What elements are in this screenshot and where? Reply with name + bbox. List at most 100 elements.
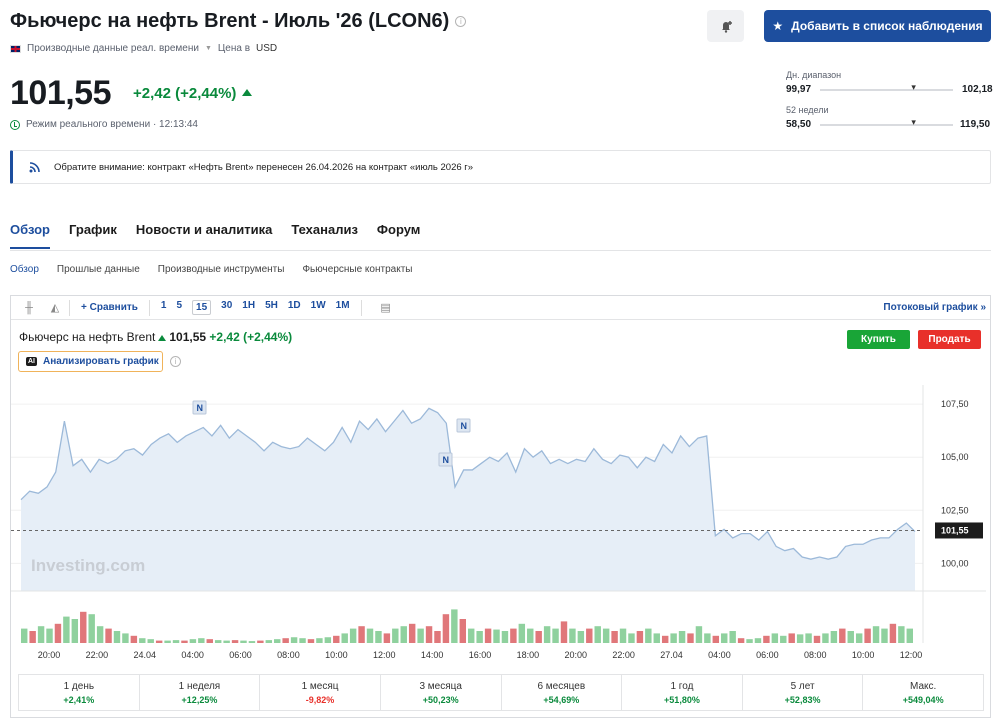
- x-tick-label: 10:00: [852, 650, 875, 660]
- volume-bar: [594, 626, 601, 643]
- volume-bar: [181, 640, 188, 643]
- sell-button[interactable]: Продать: [918, 330, 981, 349]
- tab-news[interactable]: Новости и аналитика: [135, 222, 273, 237]
- x-tick-label: 08:00: [277, 650, 300, 660]
- x-tick-label: 08:00: [804, 650, 827, 660]
- period-value: +12,25%: [181, 695, 218, 705]
- volume-bar: [763, 635, 770, 643]
- volume-bar: [290, 637, 298, 643]
- volume-bar: [872, 626, 880, 643]
- volume-bar: [265, 640, 273, 643]
- indicators-icon[interactable]: ▤: [380, 301, 391, 314]
- chevron-down-icon[interactable]: ▼: [204, 45, 212, 52]
- area-chart-icon[interactable]: ◭: [50, 301, 60, 314]
- volume-bar: [105, 628, 112, 643]
- volume-bar: [257, 640, 264, 643]
- period-0[interactable]: 1 день +2,41%: [19, 675, 140, 710]
- interval-1h[interactable]: 1H: [242, 300, 256, 311]
- price-area: [21, 408, 915, 591]
- realtime-status: Режим реального времени · 12:13:44: [10, 119, 198, 130]
- period-label: 5 лет: [790, 681, 815, 692]
- volume-bar: [341, 633, 348, 643]
- add-alert-button[interactable]: [707, 10, 744, 42]
- period-3[interactable]: 3 месяца +50,23%: [381, 675, 502, 710]
- buy-button[interactable]: Купить: [847, 330, 910, 349]
- tab-overview[interactable]: Обзор: [10, 222, 50, 249]
- compare-button[interactable]: + Сравнить: [81, 302, 138, 313]
- volume-bar: [366, 628, 374, 643]
- price-chart[interactable]: Investing.com 107,50 105,00 102,50 100,00 101…: [11, 385, 986, 665]
- subtab-overview[interactable]: Обзор: [10, 264, 39, 275]
- volume-bar: [577, 631, 585, 643]
- interval-1m[interactable]: 1M: [335, 300, 350, 311]
- period-7[interactable]: Макс. +549,04%: [863, 675, 983, 710]
- volume-bar: [214, 640, 222, 643]
- chart-widget: [10, 295, 991, 718]
- volume-bar: [754, 638, 762, 643]
- period-value: +54,69%: [543, 695, 580, 705]
- volume-bar: [383, 633, 391, 643]
- volume-bar: [619, 628, 627, 643]
- data-source[interactable]: Производные данные реал. времени: [27, 43, 199, 54]
- volume-bar: [147, 639, 154, 643]
- subtab-historical[interactable]: Прошлые данные: [56, 264, 140, 275]
- currency-label: Цена в: [217, 43, 251, 54]
- period-5[interactable]: 1 год +51,80%: [622, 675, 743, 710]
- volume-bar: [223, 640, 230, 643]
- interval-15[interactable]: 15: [192, 300, 212, 315]
- volume-bar: [451, 609, 458, 643]
- interval-1[interactable]: 1: [160, 300, 167, 311]
- volume-bar: [771, 633, 779, 643]
- subtab-futures[interactable]: Фьючерсные контракты: [302, 264, 413, 275]
- interval-1w[interactable]: 1W: [310, 300, 326, 311]
- volume-bar: [881, 628, 888, 643]
- streaming-chart-link[interactable]: Потоковый график »: [883, 302, 986, 313]
- tab-technical[interactable]: Теханализ: [291, 222, 358, 237]
- news-marker-icon: [438, 452, 453, 467]
- period-value: +51,80%: [664, 695, 700, 705]
- candlestick-icon[interactable]: ╫: [25, 301, 33, 314]
- volume-bar: [71, 619, 79, 643]
- volume-bar: [661, 635, 669, 643]
- period-1[interactable]: 1 неделя +12,25%: [140, 675, 261, 710]
- volume-bar: [29, 631, 36, 643]
- news-marker-label: N: [197, 403, 204, 413]
- volume-bar: [636, 631, 644, 643]
- volume-bar: [417, 628, 424, 643]
- period-4[interactable]: 6 месяцев +54,69%: [502, 675, 623, 710]
- sub-tabs: Обзор Прошлые данные Производные инструм…: [10, 264, 430, 275]
- main-tabs: Обзор График Новости и аналитика Теханал…: [10, 222, 439, 249]
- clock-icon: [10, 119, 20, 130]
- interval-5[interactable]: 5: [176, 300, 183, 311]
- info-icon[interactable]: i: [455, 16, 467, 28]
- page-title: Фьючерс на нефть Brent - Июль '26 (LCON6…: [10, 10, 467, 33]
- uk-flag-icon: [10, 44, 21, 53]
- interval-5h[interactable]: 5H: [265, 300, 278, 311]
- volume-bar: [248, 641, 256, 643]
- volume-bar: [139, 638, 146, 643]
- tab-chart[interactable]: График: [69, 222, 117, 237]
- volume-bar: [164, 640, 171, 643]
- tab-forum[interactable]: Форум: [376, 222, 421, 237]
- period-value: +2,41%: [63, 695, 95, 705]
- day-range-marker-icon: ▾: [911, 82, 916, 92]
- volume-bar: [88, 614, 95, 643]
- week52-range-bar: [820, 124, 953, 126]
- x-tick-label: 06:00: [229, 650, 252, 660]
- info-icon[interactable]: i: [170, 356, 181, 367]
- x-tick-label: 27.04: [660, 650, 683, 660]
- volume-bar: [535, 631, 542, 643]
- interval-1d[interactable]: 1D: [287, 300, 301, 311]
- add-to-watchlist-button[interactable]: ★ Добавить в список наблюдения: [764, 10, 991, 42]
- volume-bar: [830, 631, 838, 643]
- period-2[interactable]: 1 месяц -9,82%: [260, 675, 381, 710]
- volume-bar: [113, 631, 121, 643]
- period-6[interactable]: 5 лет +52,83%: [743, 675, 864, 710]
- x-tick-label: 14:00: [421, 650, 444, 660]
- interval-30[interactable]: 30: [221, 300, 233, 311]
- period-label: 1 год: [670, 681, 694, 692]
- volume-bar: [602, 628, 610, 643]
- x-tick-label: 18:00: [517, 650, 540, 660]
- analyze-chart-button[interactable]: AI Анализировать график: [18, 351, 163, 372]
- subtab-derivatives[interactable]: Производные инструменты: [157, 264, 285, 275]
